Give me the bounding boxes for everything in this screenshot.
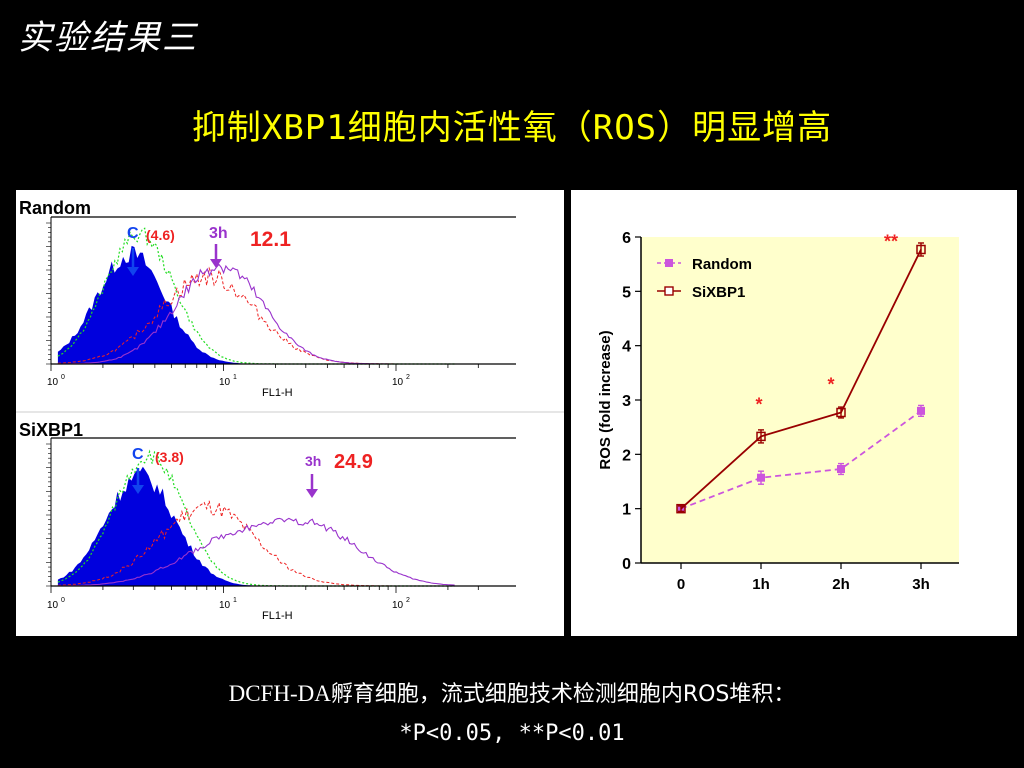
histogram-top-label: Random [19,198,91,218]
y-tick-label: 0 [622,556,631,573]
x-tick-exp-0: 0 [61,374,65,381]
significance-marker: * [827,374,834,394]
time-label: 3h [305,453,321,469]
data-point [837,465,845,474]
x-tick-10-0: 10 [47,600,59,611]
histogram-x-label: FL1-H [262,610,293,622]
control-arrowhead [127,267,139,276]
caption-reagent: DCFH-DA [228,681,331,706]
chart-legend: Random SiXBP1 [657,256,752,301]
control-label: C [132,446,144,463]
x-tick-label: 2h [832,576,850,593]
x-tick-10-1: 10 [219,600,231,611]
significance-marker: ** [884,231,898,251]
control-value: (4.6) [146,227,175,243]
series-line [680,410,922,510]
x-ticks: 0 1h 2h 3h [677,563,930,593]
histogram-x-ticks [50,364,479,371]
data-point [676,503,686,514]
slide-title: 实验结果三 [18,18,198,58]
time-value: 24.9 [334,451,373,473]
time-arrowhead [306,489,318,498]
x-tick-label: 1h [752,576,770,593]
series-line [680,249,922,510]
histogram-panel: Random 10 0 10 1 10 2 FL1-H C (4.6) 3h 1… [16,190,564,636]
legend-random-label: Random [692,256,752,273]
caption-line-1: DCFH-DA孵育细胞，流式细胞技术检测细胞内ROS堆积： [0,676,1024,708]
purple-histogram-trace [57,517,455,587]
slide-headline: 抑制XBP1细胞内活性氧（ROS）明显增高 [191,108,833,148]
control-label: C [127,225,139,242]
histogram-x-ticks [50,586,479,593]
y-tick-label: 1 [622,502,631,519]
x-tick-exp-0: 0 [61,597,65,604]
series-sixbp1 [676,242,926,514]
data-point [917,406,925,415]
time-value: 12.1 [250,228,291,251]
legend-sixbp1-label: SiXBP1 [692,284,745,301]
histogram-svg: Random 10 0 10 1 10 2 FL1-H C (4.6) 3h 1… [16,198,564,622]
histogram-y-ticks [46,443,51,587]
histogram-bottom-label: SiXBP1 [19,420,83,440]
x-tick-10-2: 10 [392,600,404,611]
x-tick-10-2: 10 [392,377,404,388]
x-tick-exp-2: 2 [406,374,410,381]
x-tick-exp-1: 1 [233,597,237,604]
control-histogram-fill [57,466,455,586]
control-histogram-fill [57,245,455,364]
control-value: (3.8) [155,449,184,465]
data-point [916,244,926,255]
data-point [757,473,765,482]
y-tick-label: 4 [622,339,631,356]
control-arrowhead [132,485,144,494]
plot-area [641,237,959,563]
x-tick-10-1: 10 [219,377,231,388]
y-tick-label: 3 [622,393,631,410]
legend-sixbp1-marker [664,286,674,296]
x-tick-label: 0 [677,576,685,593]
histogram-sixbp1: 10 0 10 1 10 2 FL1-H C (3.8) 3h 24.9 [46,437,516,622]
caption-line-2: *P<0.05, **P<0.01 [399,721,625,746]
y-axis-label: ROS (fold increase) [597,330,614,469]
x-tick-exp-2: 2 [406,597,410,604]
data-point [756,431,766,442]
y-tick-label: 6 [622,230,631,247]
histogram-random: 10 0 10 1 10 2 FL1-H C (4.6) 3h 12.1 [46,216,516,399]
time-arrowhead [210,259,222,268]
chart-series [676,242,926,514]
y-tick-label: 2 [622,447,631,464]
significance-marker: * [755,394,762,414]
time-label: 3h [209,225,228,242]
green-histogram-trace [57,449,455,587]
y-ticks: 0 1 2 3 4 5 6 [622,230,641,573]
data-point [836,407,846,418]
y-tick-label: 5 [622,284,631,301]
legend-random-marker [665,259,673,267]
x-tick-10-0: 10 [47,377,59,388]
histogram-x-label: FL1-H [262,387,293,399]
significance-markers: **** [755,231,898,414]
caption-text: 孵育细胞，流式细胞技术检测细胞内ROS堆积： [330,682,796,707]
x-tick-label: 3h [912,576,930,593]
histogram-y-ticks [46,222,51,365]
x-tick-exp-1: 1 [233,374,237,381]
